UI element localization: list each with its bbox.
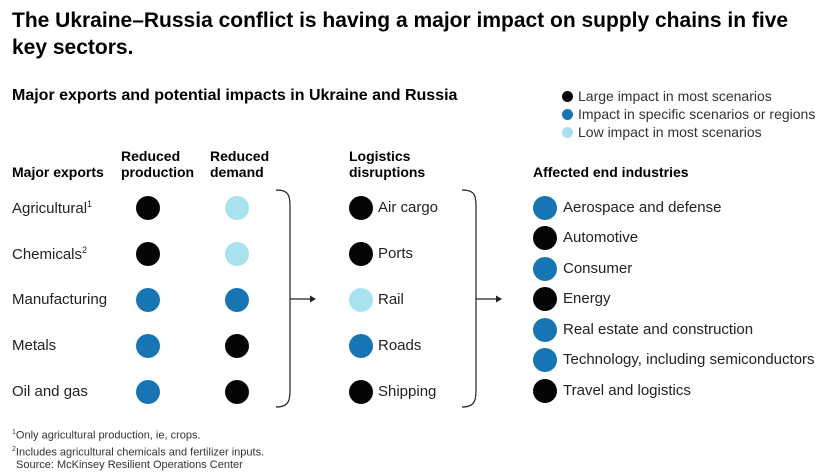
industry-label-consumer: Consumer: [563, 260, 633, 277]
header-logistics-line2: disruptions: [349, 164, 426, 180]
footnote-2: 2Includes agricultural chemicals and fer…: [12, 443, 264, 460]
industry-label-technology: Technology, including semiconductors: [563, 351, 815, 368]
footnote-1-mark: 1: [12, 429, 16, 436]
right-arrow-head: [496, 295, 502, 303]
industry-impact-dot: [533, 287, 557, 311]
chart-subtitle: Major exports and potential impacts in U…: [12, 87, 458, 104]
right-bracket: [461, 189, 477, 408]
export-row-oil-and-gas: Oil and gas: [12, 383, 88, 400]
industry-impact-dot: [533, 226, 557, 250]
logistics-label-roads: Roads: [378, 337, 422, 354]
industry-label-energy: Energy: [563, 290, 611, 307]
legend-label-specific: Impact in specific scenarios or regions: [578, 106, 816, 122]
industry-label-aerospace: Aerospace and defense: [563, 199, 722, 216]
demand-impact-dot: [225, 196, 249, 220]
industry-impact-dot: [533, 196, 557, 220]
logistics-impact-dot: [349, 380, 373, 404]
header-affected-industries: Affected end industries: [533, 164, 689, 180]
industry-label-real-estate: Real estate and construction: [563, 321, 754, 338]
industry-label-automotive: Automotive: [563, 229, 639, 246]
industry-label-travel: Travel and logistics: [563, 382, 691, 399]
header-logistics-disruptions: Logistics disruptions: [349, 148, 425, 180]
logistics-label-ports: Ports: [378, 245, 414, 262]
footnote-1-text: Only agricultural production, ie, crops.: [15, 429, 201, 442]
production-impact-dot: [136, 288, 160, 312]
header-major-exports: Major exports: [12, 164, 104, 180]
demand-impact-dot: [225, 242, 249, 266]
header-production-line1: Reduced: [121, 148, 181, 164]
footnote-2-text: Includes agricultural chemicals and fert…: [15, 446, 265, 459]
logistics-label-air-cargo: Air cargo: [378, 199, 439, 216]
logistics-impact-dot: [349, 242, 373, 266]
industry-impact-dot: [533, 257, 557, 281]
header-demand-line1: Reduced: [210, 148, 270, 164]
left-bracket: [275, 189, 291, 408]
footnote-mark: 1: [87, 199, 93, 209]
footnotes: 1Only agricultural production, ie, crops…: [12, 426, 264, 472]
legend-dot-specific: [562, 109, 573, 120]
footnote-2-mark: 2: [12, 445, 16, 453]
export-row-agricultural: Agricultural1: [12, 199, 92, 217]
source-note: Source: McKinsey Resilient Operations Ce…: [16, 459, 243, 472]
demand-impact-dot: [225, 334, 249, 358]
logistics-label-shipping: Shipping: [378, 383, 437, 400]
export-row-chemicals: Chemicals2: [12, 245, 87, 263]
footnote-1: 1Only agricultural production, ie, crops…: [12, 426, 264, 443]
legend-dot-low: [562, 127, 573, 138]
page-title: The Ukraine–Russia conflict is having a …: [12, 9, 789, 59]
export-row-metals: Metals: [12, 337, 57, 354]
demand-impact-dot: [225, 288, 249, 312]
export-label: Agricultural: [12, 200, 88, 217]
legend-dot-large: [562, 91, 573, 102]
production-impact-dot: [136, 196, 160, 220]
legend-label-large: Large impact in most scenarios: [578, 88, 772, 104]
production-impact-dot: [136, 242, 160, 266]
header-logistics-line1: Logistics: [349, 148, 411, 164]
footnote-mark: 2: [82, 245, 88, 255]
header-production-line2: production: [121, 164, 195, 180]
left-arrow-head: [310, 295, 316, 303]
header-demand-line2: demand: [210, 164, 264, 180]
industry-impact-dot: [533, 318, 557, 342]
export-row-manufacturing: Manufacturing: [12, 291, 108, 308]
production-impact-dot: [136, 380, 160, 404]
header-reduced-demand: Reduced demand: [210, 148, 269, 180]
header-reduced-production: Reduced production: [121, 148, 194, 180]
logistics-impact-dot: [349, 288, 373, 312]
industry-impact-dot: [533, 348, 557, 372]
production-impact-dot: [136, 334, 160, 358]
logistics-impact-dot: [349, 196, 373, 220]
export-label: Chemicals: [12, 246, 83, 263]
demand-impact-dot: [225, 380, 249, 404]
logistics-label-rail: Rail: [378, 291, 404, 308]
legend-label-low: Low impact in most scenarios: [578, 124, 762, 140]
logistics-impact-dot: [349, 334, 373, 358]
industry-impact-dot: [533, 379, 557, 403]
